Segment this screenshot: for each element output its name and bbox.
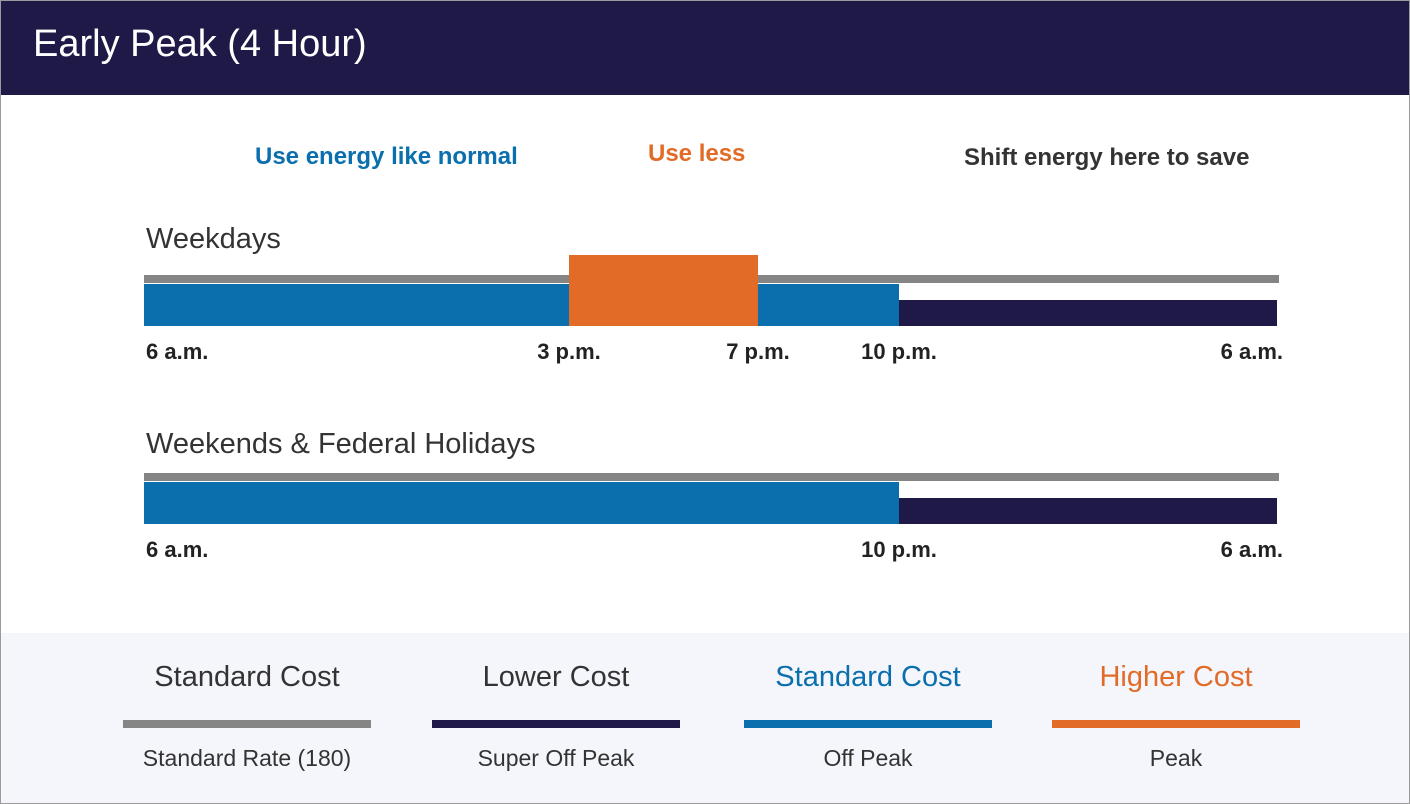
- cue-shift-energy: Shift energy here to save: [964, 144, 1250, 171]
- tick-label: 10 p.m.: [861, 537, 937, 562]
- cue-use-less: Use less: [648, 140, 746, 167]
- legend-cost-label: Standard Cost: [775, 661, 961, 693]
- legend-item-peak: Higher Cost Peak: [1052, 633, 1300, 803]
- plan-title: Early Peak (4 Hour): [33, 23, 367, 65]
- legend-item-standard-rate: Standard Cost Standard Rate (180): [123, 633, 371, 803]
- tick-label: 6 a.m.: [1220, 339, 1283, 364]
- legend-swatch: [744, 720, 992, 728]
- tick-label: 6 a.m.: [146, 537, 209, 562]
- legend-item-super-off-peak: Lower Cost Super Off Peak: [432, 633, 680, 803]
- legend: Standard Cost Standard Rate (180) Lower …: [1, 633, 1409, 803]
- standard-rate-line: [144, 473, 1279, 481]
- segment-super-off-peak: [899, 300, 1277, 326]
- tick-label: 6 a.m.: [1220, 537, 1283, 562]
- segment-off-peak: [144, 284, 569, 326]
- legend-period-label: Off Peak: [823, 745, 913, 771]
- tick-label: 6 a.m.: [146, 339, 209, 364]
- tick-label: 7 p.m.: [726, 339, 790, 364]
- legend-swatch: [432, 720, 680, 728]
- legend-period-label: Standard Rate (180): [142, 745, 352, 771]
- legend-cost-label: Standard Cost: [154, 661, 340, 693]
- weekdays-label: Weekdays: [146, 223, 281, 255]
- legend-period-label: Super Off Peak: [477, 745, 635, 771]
- segment-super-off-peak: [899, 498, 1277, 524]
- legend-item-off-peak: Standard Cost Off Peak: [744, 633, 992, 803]
- header-bar: Early Peak (4 Hour): [1, 1, 1409, 95]
- segment-off-peak: [144, 482, 899, 524]
- legend-cost-label: Higher Cost: [1099, 661, 1253, 693]
- weekdays-timeline: 6 a.m. 3 p.m. 7 p.m. 10 p.m. 6 a.m.: [144, 255, 1283, 365]
- cue-use-normal: Use energy like normal: [255, 143, 518, 170]
- legend-period-label: Peak: [1149, 745, 1203, 771]
- weekends-timeline: 6 a.m. 10 p.m. 6 a.m.: [144, 453, 1283, 563]
- weekends-label: Weekends & Federal Holidays: [146, 428, 536, 460]
- tick-label: 10 p.m.: [861, 339, 937, 364]
- legend-swatch: [1052, 720, 1300, 728]
- legend-swatch: [123, 720, 371, 728]
- legend-cost-label: Lower Cost: [482, 661, 630, 693]
- tick-label: 3 p.m.: [537, 339, 601, 364]
- segment-peak: [569, 255, 758, 326]
- segment-off-peak: [758, 284, 899, 326]
